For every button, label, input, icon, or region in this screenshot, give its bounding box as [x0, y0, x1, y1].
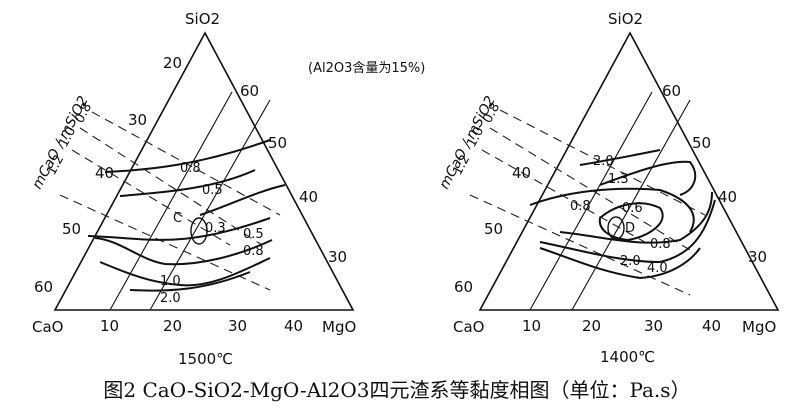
contour-label: 0.5 — [243, 227, 264, 242]
right-tick: 50 — [692, 134, 711, 152]
bottom-tick: 30 — [644, 317, 663, 335]
contour-label: 0.8 — [243, 244, 264, 259]
temperature-label: 1400℃ — [600, 348, 655, 366]
contour-label: 1.0 — [160, 274, 181, 289]
diagram-1400: SiO2 CaO MgO 60 50 40 30 40 50 60 10 20 … — [436, 10, 780, 366]
right-tick: 60 — [240, 82, 259, 100]
bottom-tick: 40 — [702, 317, 721, 335]
contour-label: 0.6 — [622, 201, 643, 216]
vertex-mgo: MgO — [322, 318, 356, 336]
composition-lines — [529, 91, 691, 311]
bottom-tick: 10 — [100, 317, 119, 335]
contour-label: 0.8 — [180, 161, 201, 176]
triangle-frame — [478, 31, 780, 311]
left-tick: 30 — [128, 111, 147, 129]
left-tick: 50 — [484, 220, 503, 238]
vertex-sio2: SiO2 — [185, 10, 220, 28]
bottom-tick: 10 — [522, 317, 541, 335]
left-tick: 40 — [512, 164, 531, 182]
vertex-cao: CaO — [32, 318, 63, 336]
contour-label: 2.0 — [160, 291, 181, 306]
left-tick: 60 — [34, 278, 53, 296]
left-tick: 50 — [62, 220, 81, 238]
ratio-lines — [469, 109, 706, 296]
contour-label: 0.5 — [202, 183, 223, 198]
vertex-cao: CaO — [453, 318, 484, 336]
left-tick: 20 — [163, 54, 182, 72]
right-tick: 40 — [718, 188, 737, 206]
vertex-mgo: MgO — [742, 318, 776, 336]
contour-label: 1.3 — [608, 172, 629, 187]
right-tick: 50 — [268, 134, 287, 152]
contour-label: 0.3 — [205, 221, 226, 236]
contour-label: 4.0 — [647, 261, 668, 276]
contour-label: 0.8 — [570, 199, 591, 214]
right-tick: 60 — [662, 82, 681, 100]
point-label: D — [625, 221, 635, 236]
figure-caption: 图2 CaO-SiO2-MgO-Al2O3四元渣系等黏度相图（单位：Pa.s） — [103, 378, 690, 402]
left-tick: 60 — [454, 278, 473, 296]
bottom-tick: 20 — [582, 317, 601, 335]
point-marker — [607, 216, 625, 240]
left-tick: 40 — [95, 164, 114, 182]
point-label: C — [173, 211, 182, 226]
triangle-frame — [53, 31, 355, 311]
bottom-tick: 20 — [163, 317, 182, 335]
viscosity-contours — [529, 149, 716, 280]
viscosity-contours — [87, 139, 286, 292]
vertex-sio2: SiO2 — [608, 10, 643, 28]
right-tick: 30 — [328, 248, 347, 266]
point-marker — [190, 217, 208, 245]
contour-label: 2.0 — [620, 254, 641, 269]
temperature-label: 1500℃ — [178, 350, 233, 368]
contour-label: 0.8 — [650, 237, 671, 252]
bottom-tick: 40 — [284, 317, 303, 335]
right-tick: 30 — [748, 248, 767, 266]
note-al2o3: (Al2O3含量为15%) — [308, 60, 425, 76]
bottom-tick: 30 — [228, 317, 247, 335]
contour-label: 2.0 — [593, 154, 614, 169]
right-tick: 40 — [299, 188, 318, 206]
